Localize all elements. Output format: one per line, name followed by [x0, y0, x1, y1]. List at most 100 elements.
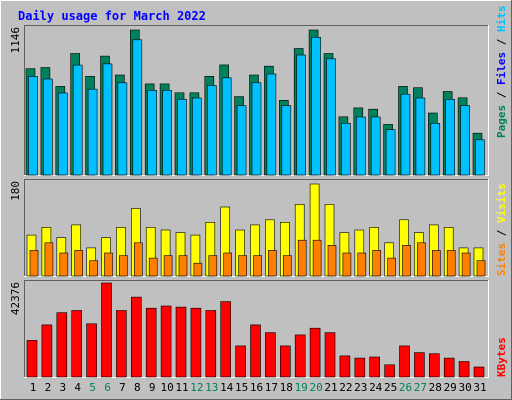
bar-hits — [415, 97, 426, 176]
bar-sites — [74, 250, 83, 277]
bar-hits — [400, 93, 411, 176]
ymax-label-bottom: 42376 — [9, 282, 22, 315]
bar-sites — [89, 260, 98, 277]
bar-sites — [446, 250, 456, 277]
x-tick-label: 23 — [354, 381, 367, 394]
x-tick-label: 12 — [190, 381, 203, 394]
bar-sites — [134, 242, 143, 277]
bar-hits — [236, 105, 247, 176]
legend-sites-visits: Sites / Visits — [495, 183, 508, 276]
legend-separator-3: / — [495, 223, 508, 243]
bar-hits — [430, 123, 441, 176]
bar-kbytes — [56, 312, 68, 378]
bar-hits — [370, 116, 381, 176]
bar-hits — [296, 54, 307, 176]
bar-sites — [119, 255, 128, 277]
bar-kbytes — [279, 345, 291, 378]
legend-visits: Visits — [495, 183, 508, 223]
bar-hits — [460, 105, 470, 176]
bar-sites — [417, 242, 426, 277]
bar-sites — [208, 255, 218, 277]
x-tick-label: 1 — [30, 381, 37, 394]
bar-hits — [132, 39, 143, 176]
bar-hits — [385, 129, 396, 176]
bar-sites — [461, 252, 471, 277]
bar-kbytes — [458, 361, 470, 378]
bar-hits — [177, 99, 187, 176]
x-tick-label: 24 — [369, 381, 383, 394]
bar-sites — [148, 257, 158, 277]
x-tick-label: 2 — [45, 381, 52, 394]
bar-hits — [72, 64, 83, 176]
bar-sites — [387, 257, 396, 277]
bar-hits — [251, 82, 262, 176]
bar-sites — [327, 245, 337, 277]
x-tick-labels: 1 2 3 4 5 6 7 8 9 10 11 12 13 14 15 16 17 18 19 20 21 22 23 24 2… — [30, 381, 487, 394]
x-tick-label: 7 — [119, 381, 126, 394]
bar-kbytes — [428, 353, 440, 378]
x-tick-label: 26 — [399, 381, 412, 394]
bar-hits — [445, 99, 456, 176]
bar-kbytes — [145, 307, 157, 378]
bar-kbytes — [220, 301, 231, 378]
bar-sites — [29, 250, 39, 277]
bar-sites — [312, 239, 322, 277]
bar-hits — [266, 73, 277, 176]
x-tick-label: 28 — [429, 381, 442, 394]
x-tick-label: 8 — [134, 381, 141, 394]
bar-sites — [104, 252, 113, 277]
legend-separator-1: / — [495, 85, 508, 105]
bar-sites — [342, 252, 352, 277]
bar-kbytes — [116, 310, 127, 378]
x-tick-label: 27 — [414, 381, 427, 394]
x-tick-label: 22 — [339, 381, 352, 394]
x-tick-label: 11 — [175, 381, 188, 394]
bar-hits — [355, 116, 366, 176]
bar-hits — [281, 105, 292, 176]
bar-kbytes — [131, 296, 142, 378]
bar-kbytes — [339, 355, 351, 378]
bar-sites — [238, 255, 247, 277]
bar-kbytes — [160, 305, 172, 378]
bar-kbytes — [399, 345, 410, 378]
bar-hits — [102, 63, 113, 176]
bar-kbytes — [265, 332, 276, 378]
x-tick-label: 14 — [220, 381, 234, 394]
chart-title: Daily usage for March 2022 — [18, 9, 206, 23]
x-tick-label: 30 — [458, 381, 471, 394]
bar-hits — [117, 82, 128, 176]
bar-kbytes — [101, 282, 112, 378]
bar-kbytes — [443, 357, 455, 378]
bar-hits — [475, 139, 485, 176]
x-tick-label: 5 — [89, 381, 96, 394]
x-tick-label: 9 — [149, 381, 156, 394]
legend-hits: Hits — [495, 6, 508, 33]
x-tick-label: 17 — [265, 381, 278, 394]
bar-hits — [147, 90, 157, 176]
bar-sites — [372, 250, 382, 277]
bar-sites — [59, 252, 69, 277]
bar-sites — [402, 245, 411, 277]
x-tick-label: 21 — [324, 381, 337, 394]
bar-hits — [311, 36, 321, 176]
bar-sites — [431, 250, 441, 277]
x-tick-label: 25 — [384, 381, 397, 394]
bar-hits — [341, 123, 351, 176]
legend-sites: Sites — [495, 243, 508, 276]
bar-sites — [253, 255, 262, 277]
bar-kbytes — [205, 310, 217, 378]
bar-sites — [268, 250, 277, 277]
bar-kbytes — [354, 357, 366, 378]
bar-kbytes — [369, 356, 381, 378]
legend-kbytes: KBytes — [495, 337, 508, 377]
x-tick-label: 29 — [444, 381, 457, 394]
x-tick-label: 10 — [160, 381, 173, 394]
ymax-label-top: 1146 — [9, 27, 22, 54]
bar-hits — [87, 88, 98, 176]
bar-kbytes — [384, 364, 395, 378]
bar-kbytes — [324, 332, 336, 378]
bar-hits — [162, 90, 172, 176]
bar-kbytes — [71, 310, 82, 378]
bar-sites — [44, 242, 54, 277]
